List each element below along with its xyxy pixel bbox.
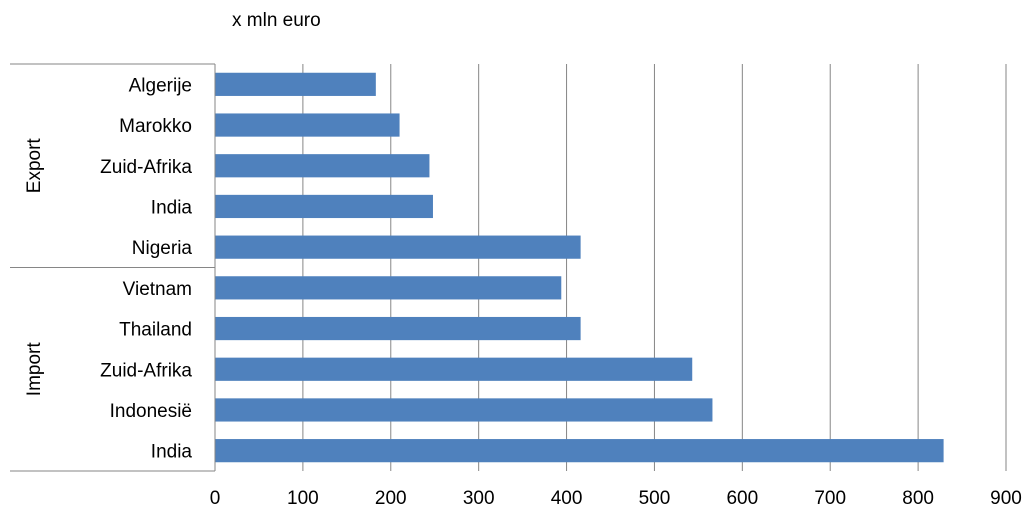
x-tick-label: 400: [551, 488, 583, 509]
bar: [215, 398, 713, 422]
group-label: Import: [24, 342, 45, 397]
category-label: Zuid-Afrika: [100, 157, 192, 178]
category-label: Nigeria: [132, 238, 193, 259]
x-tick-label: 800: [902, 488, 934, 509]
x-tick-label: 200: [375, 488, 407, 509]
category-label: Vietnam: [123, 279, 192, 300]
bar: [215, 235, 581, 259]
bar: [215, 276, 562, 300]
category-label: Marokko: [119, 116, 192, 137]
bar: [215, 439, 944, 463]
x-tick-label: 300: [463, 488, 495, 509]
bar: [215, 316, 581, 341]
category-label: Indonesië: [110, 401, 192, 422]
chart-title: x mln euro: [232, 10, 321, 31]
x-tick-label: 900: [990, 488, 1022, 509]
bar: [215, 357, 693, 381]
category-label: Algerije: [129, 75, 192, 96]
x-tick-label: 700: [814, 488, 846, 509]
bar: [215, 113, 400, 137]
bar: [215, 154, 430, 178]
category-label: Thailand: [119, 320, 192, 341]
category-label: India: [151, 442, 193, 463]
bar: [215, 72, 376, 96]
x-tick-label: 600: [726, 488, 758, 509]
group-label: Export: [24, 138, 45, 194]
bar: [215, 194, 433, 219]
x-tick-label: 100: [287, 488, 319, 509]
x-tick-label: 500: [639, 488, 671, 509]
x-tick-label: 0: [210, 488, 221, 509]
category-label: India: [151, 197, 193, 218]
category-label: Zuid-Afrika: [100, 360, 192, 381]
